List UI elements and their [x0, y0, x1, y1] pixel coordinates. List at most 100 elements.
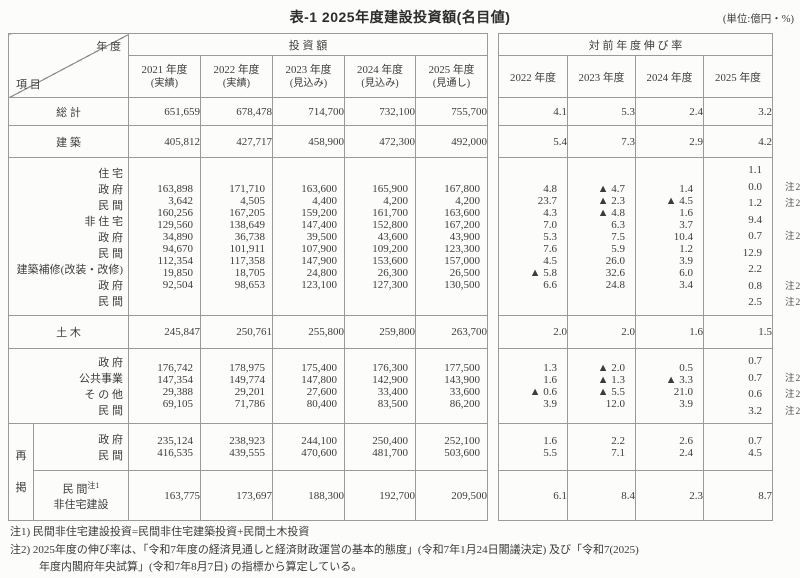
value-line: 92,504 — [162, 278, 193, 291]
row-label: 政 府 — [98, 231, 123, 244]
row-label: 民 間 — [98, 199, 123, 212]
growth-line: 0.7 注2 — [704, 228, 800, 245]
growth-line: 0.7 — [748, 435, 762, 447]
col-header-line: (見込み) — [361, 77, 399, 89]
value-cell: 245,847 — [128, 315, 201, 349]
growth-row-building: 5.4 7.3 2.9 4.2 — [498, 125, 773, 158]
growth-line: 5.9 — [611, 242, 625, 255]
civil-detail-values-2023: 175,400 147,800 27,600 80,400 — [272, 348, 345, 424]
value-line: 27,600 — [306, 386, 337, 398]
growth-line: ▲ 0.6 — [529, 386, 557, 398]
growth-line: 6.0 — [679, 266, 693, 279]
growth-cell: 2.0 — [498, 315, 568, 349]
col-header-line: (実績) — [222, 77, 251, 89]
growth-line: ▲ 1.3 — [597, 374, 625, 386]
value-line: 39,500 — [306, 230, 337, 243]
col-header-line: (実績) — [150, 77, 179, 89]
value-line: 19,850 — [162, 266, 193, 279]
col-header-line: 2022 年度 — [213, 63, 260, 76]
value-line: 43,600 — [377, 230, 408, 243]
row-label-civil: 土 木 — [8, 315, 129, 349]
growth-line: 0.7 注2 — [704, 370, 800, 387]
relisted-side-label: 再掲 — [8, 423, 34, 521]
value-line: 43,900 — [449, 230, 481, 243]
growth-line: 1.6 — [679, 206, 693, 219]
note2-marker: 注2 — [785, 406, 800, 417]
growth-line: 2.2 — [611, 435, 625, 447]
growth-cell: 7.3 — [567, 125, 636, 158]
growth-line: 1.6 — [543, 374, 557, 386]
note2-marker: 注2 — [785, 199, 800, 210]
civil-detail-values-2024: 176,300 142,900 33,400 83,500 — [344, 348, 416, 424]
value-line: 26,500 — [449, 266, 481, 279]
value-line: 416,535 — [157, 447, 193, 459]
growth-line: 1.1 — [748, 164, 762, 177]
row-label-total: 総 計 — [8, 97, 129, 126]
growth-line: 3.9 — [679, 254, 693, 267]
growth-line: 2.6 — [679, 435, 693, 447]
value-line: 109,200 — [372, 242, 408, 255]
row-label: そ の 他 — [84, 389, 124, 401]
growth-line: 26.0 — [605, 254, 625, 267]
growth-line: 3.2 注2 — [704, 403, 800, 420]
relisted-block: 再掲 政 府民 間 235,124 416,535 238,923 439,555 … — [8, 423, 489, 521]
corner-item-label: 項 目 — [16, 79, 41, 91]
value-line: 163,600 — [444, 206, 481, 219]
growth-line: ▲ 2.3 — [597, 194, 625, 207]
value-line: 235,124 — [157, 435, 193, 447]
building-detail-values-2025: 167,800 4,200 163,600 167,200 43,900 123,300 1… — [414, 157, 489, 316]
value-line: 147,400 — [301, 218, 337, 231]
value-line: 33,600 — [449, 386, 481, 398]
col-header-2024: 2024 年度 (見込み) — [344, 55, 416, 98]
relisted-values-2024: 250,400 481,700 — [344, 423, 416, 471]
value-line: 29,388 — [162, 386, 193, 398]
growth-line: 7.5 — [611, 230, 625, 243]
civil-detail-values-2022: 178,975 149,774 29,201 71,786 — [200, 348, 273, 424]
col-header-2023: 2023 年度 (見込み) — [272, 55, 345, 98]
growth-line: 9.4 — [748, 213, 762, 226]
value-line: 167,205 — [229, 206, 265, 219]
col-header-growth-2022: 2022 年度 — [498, 55, 568, 98]
relisted-values-2025: 252,100 503,600 — [414, 423, 489, 471]
growth-line: 6.3 — [611, 218, 625, 231]
value-line: 157,000 — [444, 254, 481, 267]
footnote-2: 注2) 2025年度の伸び率は、「令和7年度の経済見通しと経済財政運営の基本的態… — [10, 543, 639, 556]
growth-line: 1.3 — [543, 362, 557, 374]
col-header-line: (見通し) — [432, 77, 471, 89]
row-label: 公共事業 — [79, 373, 123, 385]
growth-building-detail-2025: 1.1 0.0 注2 1.2 注2 9.4 0.7 注2 12.9 2.2 0.8 注2… — [703, 157, 800, 316]
col-header-line: 2024 年度 — [357, 63, 403, 76]
footnote-2-continued: 年度内閣府年央試算」(令和7年8月7日) の指標から算定している。 — [39, 561, 363, 573]
value-line: 161,700 — [372, 206, 408, 219]
growth-cell: 1.5 — [703, 315, 773, 349]
growth-civil-detail-2023: ▲ 2.0 ▲ 1.3 ▲ 5.5 12.0 — [567, 348, 636, 424]
row-label: 民 間 — [98, 450, 123, 462]
growth-line: 24.8 — [605, 278, 625, 291]
growth-line: 0.0 注2 — [704, 179, 800, 196]
civil-detail-values-2021: 176,742 147,354 29,388 69,105 — [128, 348, 201, 424]
growth-line: 3.9 — [543, 398, 557, 410]
value-cell: 192,700 — [344, 470, 416, 521]
value-line: 503,600 — [444, 447, 481, 459]
growth-building-detail-block: 4.8 23.7 4.3 7.0 5.3 7.6 4.5 ▲ 5.8 6.6 ▲ 4.7 ▲ 2.… — [498, 157, 800, 316]
building-detail-values-2024: 165,900 4,200 161,700 152,800 43,600 109,200 1… — [344, 157, 416, 316]
growth-building-detail-2022: 4.8 23.7 4.3 7.0 5.3 7.6 4.5 ▲ 5.8 6.6 — [498, 157, 568, 316]
growth-relisted-2025: 0.7 4.5 — [703, 423, 773, 471]
value-line: 117,358 — [229, 254, 265, 267]
value-line: 123,100 — [301, 278, 337, 291]
growth-relisted-2023: 2.2 7.1 — [567, 423, 636, 471]
value-line: 175,400 — [301, 362, 337, 374]
footnote-1: 注1) 民間非住宅建設投資=民間非住宅建築投資+民間土木投資 — [10, 526, 310, 538]
value-line: 238,923 — [229, 435, 265, 447]
growth-line: 6.6 — [543, 278, 557, 291]
col-header-2021: 2021 年度 (実績) — [128, 55, 201, 98]
row-label: 政 府 — [98, 357, 123, 369]
col-header-2022: 2022 年度 (実績) — [200, 55, 273, 98]
value-line: 481,700 — [372, 447, 408, 459]
value-line: 18,705 — [234, 266, 265, 279]
row-total: 総 計 651,659 678,478 714,700 732,100 755,… — [8, 97, 489, 126]
corner-year-label: 年 度 — [96, 41, 121, 53]
row-private-nonres: 民 間注1 非住宅建設 163,775 173,697 188,300 192,… — [9, 470, 489, 521]
col-header-growth-2023: 2023 年度 — [567, 55, 636, 98]
